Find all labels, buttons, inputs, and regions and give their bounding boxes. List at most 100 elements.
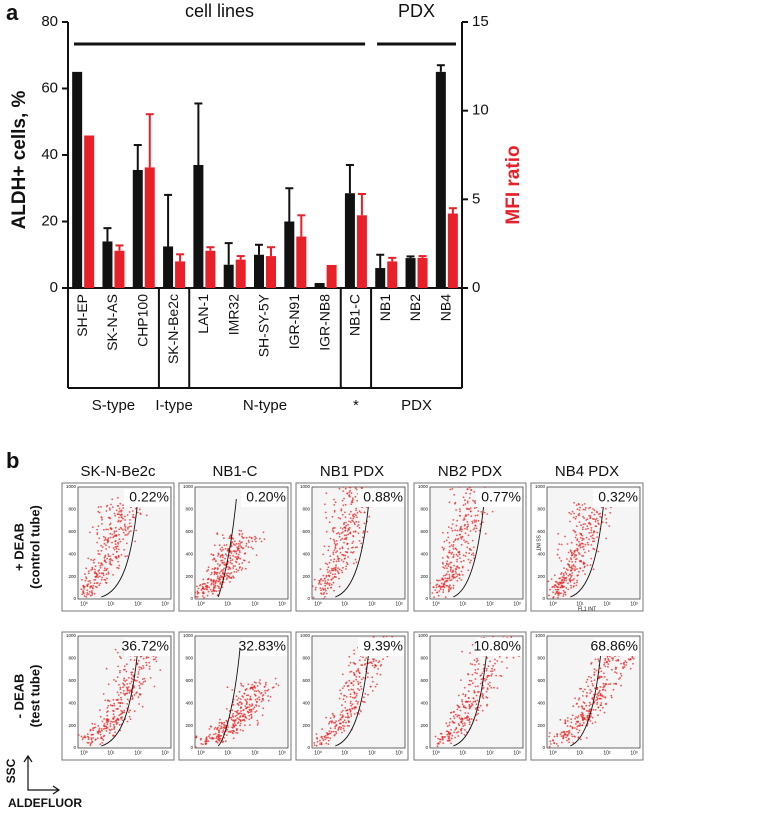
dot <box>466 488 469 491</box>
dot <box>113 715 116 718</box>
dot <box>600 670 603 673</box>
dot <box>249 697 252 700</box>
dot <box>459 508 461 510</box>
dot <box>328 582 331 585</box>
dot <box>565 587 568 589</box>
dot <box>111 559 114 562</box>
plot-y-tick: 200 <box>68 574 76 579</box>
dot <box>117 556 120 559</box>
bar <box>144 167 155 288</box>
dot <box>100 572 103 575</box>
dot <box>113 721 115 723</box>
dot <box>342 698 345 701</box>
dot <box>341 731 343 734</box>
x-tick-label: NB1-C <box>347 294 363 336</box>
dot <box>327 739 330 742</box>
dot <box>353 562 355 565</box>
dot <box>446 730 449 733</box>
dot <box>274 677 277 680</box>
dot <box>120 554 123 556</box>
dot <box>582 508 585 511</box>
dot <box>364 693 367 695</box>
dot <box>346 530 349 532</box>
dot <box>208 728 211 730</box>
dot <box>118 538 121 541</box>
dot <box>345 534 348 537</box>
dot <box>232 737 235 740</box>
dot <box>97 550 100 552</box>
dot <box>237 548 239 551</box>
dot <box>464 706 467 709</box>
dot <box>206 581 209 584</box>
dot <box>341 537 344 540</box>
dot <box>326 568 329 571</box>
dot <box>326 563 329 566</box>
dot <box>256 697 259 700</box>
dot <box>119 686 122 689</box>
dot <box>221 569 223 572</box>
dot <box>85 567 88 570</box>
dot <box>474 669 477 671</box>
dot <box>574 536 577 539</box>
dot <box>594 721 597 723</box>
dot <box>333 734 336 737</box>
plot-y-tick: 0 <box>307 745 310 750</box>
x-tick-label: CHP100 <box>134 294 150 347</box>
dot <box>234 556 237 558</box>
dot <box>263 538 266 540</box>
dot <box>362 626 364 628</box>
dot <box>101 576 103 579</box>
dot <box>338 726 340 729</box>
dot <box>128 689 130 692</box>
dot <box>360 664 363 666</box>
dot <box>573 554 576 556</box>
dot <box>590 676 592 679</box>
dot <box>335 732 338 735</box>
dot <box>346 487 348 488</box>
dot <box>620 684 622 687</box>
dot <box>244 705 247 707</box>
dot <box>243 537 245 539</box>
dot <box>461 650 463 653</box>
dot <box>82 585 85 587</box>
dot <box>463 686 466 689</box>
dot <box>458 487 461 488</box>
dot <box>467 712 470 715</box>
dot <box>352 546 354 549</box>
dot <box>550 578 553 580</box>
dot <box>373 666 376 669</box>
dot <box>572 516 575 519</box>
dot <box>561 579 564 581</box>
y-tick-label: 20 <box>41 212 58 229</box>
dot <box>127 526 129 529</box>
dot <box>109 561 112 563</box>
dot <box>608 660 611 663</box>
dot <box>575 504 578 506</box>
dot <box>253 685 256 688</box>
dot <box>576 508 579 511</box>
dot <box>112 536 115 539</box>
dot <box>560 735 563 737</box>
dot <box>113 728 115 730</box>
dot <box>462 496 465 499</box>
dot <box>571 714 574 717</box>
dot <box>218 729 220 732</box>
dot <box>240 530 243 532</box>
dot <box>142 657 145 660</box>
dot <box>116 722 119 724</box>
dot <box>442 566 445 569</box>
dot <box>592 547 595 550</box>
dot <box>362 676 365 679</box>
dot <box>87 557 90 560</box>
dot <box>332 569 335 572</box>
dot <box>343 526 346 529</box>
dot <box>136 679 138 682</box>
dot <box>330 586 332 589</box>
dot <box>570 551 573 554</box>
plot-x-tick: 10³ <box>278 750 286 756</box>
dot <box>211 568 214 570</box>
dot <box>443 547 445 550</box>
percent: 68.86% <box>591 638 638 654</box>
dot <box>328 561 331 564</box>
dot <box>118 683 120 686</box>
